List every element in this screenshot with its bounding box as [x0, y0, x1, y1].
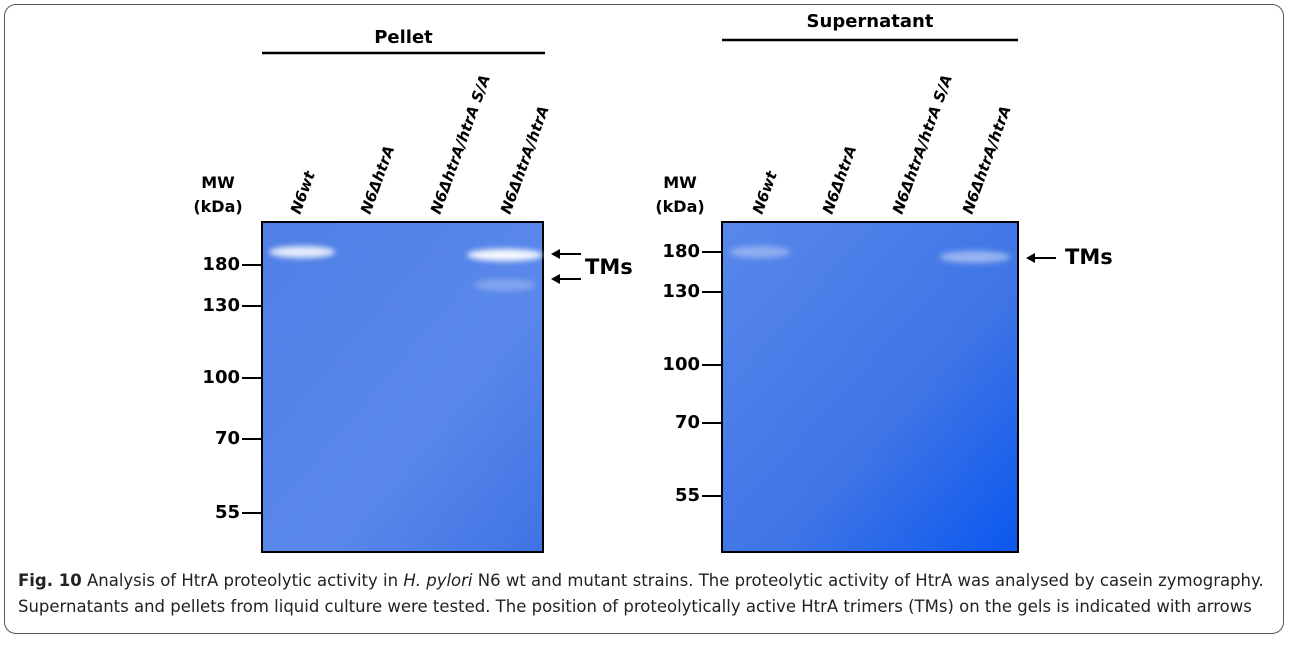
caption-italic: H. pylori — [403, 571, 472, 590]
lane-label: N6ΔhtrA/htrA — [959, 103, 1015, 216]
lane-label: N6wt — [287, 168, 319, 216]
band — [940, 251, 1011, 263]
mw-unit: (kDa) — [193, 197, 242, 216]
marker-label: 130 — [202, 295, 240, 316]
gel — [262, 222, 543, 552]
lane-label: N6ΔhtrA/htrA S/A — [889, 72, 956, 216]
figure: Pellet MW (kDa) N6wt N6ΔhtrA N6ΔhtrA/htrA S/A… — [0, 0, 1290, 560]
arrow-head — [551, 249, 560, 259]
caption: Fig. 10 Analysis of HtrA proteolytic act… — [18, 568, 1268, 620]
arrow-head — [1026, 253, 1035, 263]
caption-label: Fig. 10 — [18, 571, 82, 590]
arrow-head — [551, 274, 560, 284]
page: {"gels": [ {"title": "Pellet", "mw_label… — [0, 0, 1290, 651]
marker-label: 55 — [215, 502, 240, 523]
marker-label: 70 — [215, 428, 240, 449]
panel-title: Supernatant — [807, 11, 934, 32]
marker-label: 100 — [662, 354, 700, 375]
panel-title: Pellet — [374, 27, 433, 48]
caption-text: Analysis of HtrA proteolytic activity in — [87, 571, 398, 590]
mw-label: MW — [201, 173, 235, 192]
band — [730, 246, 791, 258]
band — [269, 246, 335, 258]
marker-label: 55 — [675, 485, 700, 506]
mw-unit: (kDa) — [655, 197, 704, 216]
marker-label: 100 — [202, 367, 240, 388]
band — [475, 279, 536, 291]
gel — [722, 222, 1018, 552]
mw-label: MW — [663, 173, 697, 192]
annotation: TMs — [1065, 245, 1113, 269]
band — [467, 249, 543, 261]
lane-label: N6ΔhtrA/htrA — [497, 103, 553, 216]
marker-label: 130 — [662, 281, 700, 302]
lane-label: N6ΔhtrA — [819, 143, 860, 216]
annotation: TMs — [585, 255, 633, 279]
lane-label: N6wt — [749, 168, 781, 216]
marker-label: 180 — [662, 241, 700, 262]
marker-label: 70 — [675, 412, 700, 433]
lane-label: N6ΔhtrA — [357, 143, 398, 216]
marker-label: 180 — [202, 254, 240, 275]
lane-label: N6ΔhtrA/htrA S/A — [427, 72, 494, 216]
